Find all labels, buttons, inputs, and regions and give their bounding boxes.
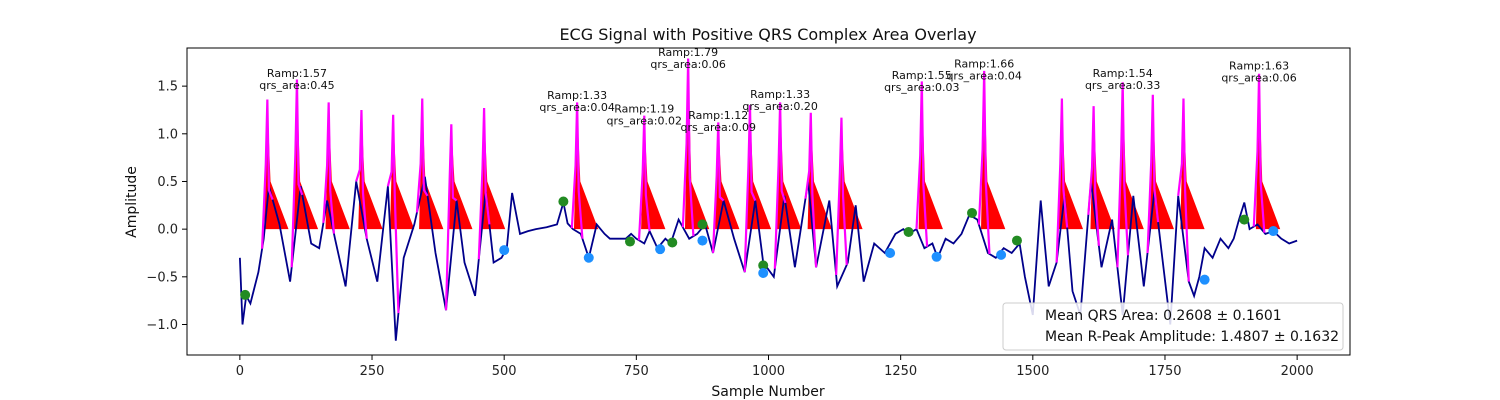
x-tick-label: 500 xyxy=(492,364,517,379)
q-point-marker xyxy=(903,227,914,238)
x-tick-label: 1500 xyxy=(1016,364,1049,379)
s-point-marker xyxy=(1199,274,1210,285)
qrs-segment-line xyxy=(1177,98,1190,282)
qrs-segment-line xyxy=(260,99,274,249)
qrs-segment-line xyxy=(711,122,725,254)
x-tick-label: 1250 xyxy=(884,364,917,379)
qrs-segment-line xyxy=(477,108,491,260)
qrs-segment-line xyxy=(977,70,991,254)
qrs-segment-line xyxy=(915,81,929,247)
s-point-marker xyxy=(996,249,1007,260)
x-tick-label: 250 xyxy=(360,364,385,379)
qrs-area-annotation: qrs_area:0.06 xyxy=(650,58,725,71)
q-point-marker xyxy=(967,207,978,218)
y-axis-label: Amplitude xyxy=(124,166,140,238)
qrs-segment-line xyxy=(1252,73,1266,233)
qrs-segment-line xyxy=(444,124,458,311)
qrs-segment-line xyxy=(835,117,848,275)
y-tick-label: 0.5 xyxy=(157,175,178,190)
qrs-area-fill xyxy=(264,99,289,230)
r-amplitude-annotation: Ramp:1.57 xyxy=(267,67,327,80)
r-amplitude-annotation: Ramp:1.19 xyxy=(614,102,674,115)
qrs-segment-line xyxy=(743,105,757,273)
y-tick-label: 1.0 xyxy=(157,127,178,142)
s-point-marker xyxy=(1268,226,1279,237)
qrs-area-annotation: qrs_area:0.33 xyxy=(1085,79,1160,92)
s-point-marker xyxy=(583,252,594,263)
q-point-marker xyxy=(240,289,251,300)
qrs-area-fill xyxy=(448,124,473,230)
qrs-segment-line xyxy=(290,79,304,268)
qrs-area-fill xyxy=(389,114,415,230)
qrs-segment-line xyxy=(804,112,818,268)
qrs-segment-line xyxy=(1087,106,1100,246)
s-point-marker xyxy=(931,251,942,262)
q-point-marker xyxy=(624,236,635,247)
qrs-segment-line xyxy=(355,109,368,239)
legend-entry-r-peak-amplitude: Mean R-Peak Amplitude: 1.4807 ± 0.1632 xyxy=(1045,329,1339,345)
legend: Mean QRS Area: 0.2608 ± 0.1601 Mean R-Pe… xyxy=(1002,302,1344,351)
qrs-segment-line xyxy=(773,102,787,269)
qrs-area-annotation: qrs_area:0.20 xyxy=(742,100,817,113)
q-point-marker xyxy=(697,219,708,230)
q-point-marker xyxy=(758,260,769,271)
r-amplitude-annotation: Ramp:1.12 xyxy=(688,109,748,122)
s-point-marker xyxy=(758,268,769,279)
qrs-segment-line xyxy=(386,114,400,314)
qrs-area-fill xyxy=(419,98,444,230)
q-point-marker xyxy=(1011,235,1022,246)
r-amplitude-annotation: Ramp:1.54 xyxy=(1093,67,1153,80)
s-point-marker xyxy=(655,244,666,255)
x-tick-label: 0 xyxy=(236,364,244,379)
qrs-area-annotation: qrs_area:0.09 xyxy=(681,121,756,134)
qrs-segment-line xyxy=(322,102,336,234)
qrs-segment-line xyxy=(570,102,584,239)
y-tick-label: −1.0 xyxy=(146,318,178,333)
y-tick-label: 0.0 xyxy=(157,223,178,238)
qrs-segment-line xyxy=(637,115,651,241)
qrs-segment-line xyxy=(1116,82,1130,268)
chart-title: ECG Signal with Positive QRS Complex Are… xyxy=(559,25,976,44)
y-tick-label: −0.5 xyxy=(146,270,178,285)
legend-entry-qrs-area: Mean QRS Area: 0.2608 ± 0.1601 xyxy=(1045,308,1282,324)
q-point-marker xyxy=(1239,214,1250,225)
qrs-area-fill xyxy=(715,122,740,230)
r-amplitude-annotation: Ramp:1.79 xyxy=(658,46,718,59)
qrs-area-annotation: qrs_area:0.03 xyxy=(884,81,959,94)
qrs-segment-line xyxy=(681,58,695,237)
qrs-segment-line xyxy=(1146,94,1160,254)
x-axis-label: Sample Number xyxy=(711,384,824,400)
x-tick-label: 1750 xyxy=(1148,364,1181,379)
s-point-marker xyxy=(885,247,896,258)
qrs-segment-line xyxy=(1055,98,1069,263)
plot-area: Ramp:1.57qrs_area:0.45Ramp:1.33qrs_area:… xyxy=(239,46,1298,341)
r-amplitude-annotation: Ramp:1.66 xyxy=(954,58,1014,71)
x-tick-label: 750 xyxy=(624,364,649,379)
s-point-marker xyxy=(697,235,708,246)
qrs-area-annotation: qrs_area:0.06 xyxy=(1221,72,1296,85)
r-amplitude-annotation: Ramp:1.33 xyxy=(750,88,810,101)
r-amplitude-annotation: Ramp:1.63 xyxy=(1229,60,1289,73)
r-amplitude-annotation: Ramp:1.33 xyxy=(547,89,607,102)
x-axis: 0 250 500 750 1000 1250 1500 1750 2000 xyxy=(236,355,1314,379)
legend-box xyxy=(1002,302,1344,351)
qrs-area-annotation: qrs_area:0.02 xyxy=(607,114,682,127)
s-point-marker xyxy=(499,245,510,256)
x-tick-label: 1000 xyxy=(752,364,785,379)
q-point-marker xyxy=(667,237,678,248)
qrs-area-fill xyxy=(746,105,772,230)
qrs-segment-line xyxy=(415,98,429,213)
y-axis: −1.0 −0.5 0.0 0.5 1.0 1.5 xyxy=(146,80,187,333)
qrs-area-annotation: qrs_area:0.45 xyxy=(259,79,334,92)
y-tick-label: 1.5 xyxy=(157,80,178,95)
q-point-marker xyxy=(558,196,569,207)
qrs-area-annotation: qrs_area:0.04 xyxy=(946,70,1021,83)
r-amplitude-annotation: Ramp:1.55 xyxy=(892,69,952,82)
qrs-area-annotation: qrs_area:0.04 xyxy=(539,101,614,114)
x-tick-label: 2000 xyxy=(1281,364,1314,379)
